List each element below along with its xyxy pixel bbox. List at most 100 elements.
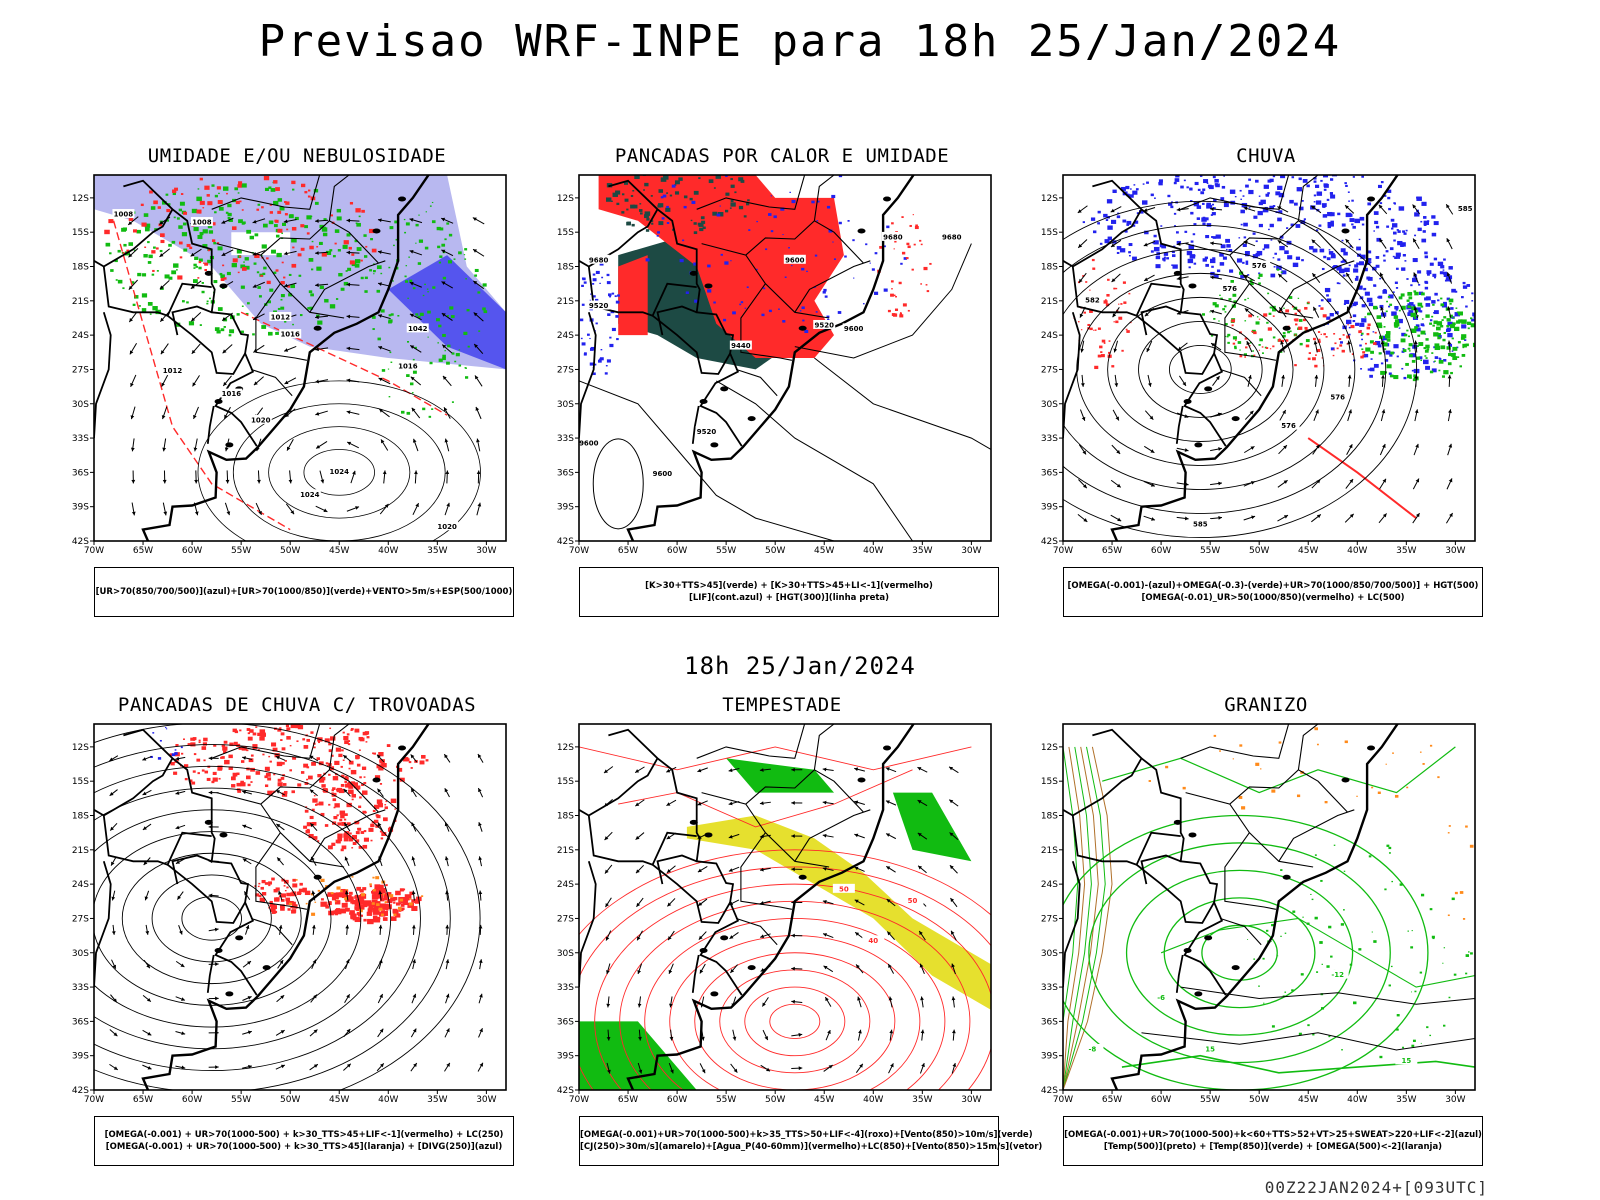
stream-arrow-head bbox=[214, 927, 219, 932]
legend-line: [OMEGA(-0.001)+UR>70(1000-500)+k>35_TTS>… bbox=[580, 1130, 1033, 1140]
omega-blue-speck bbox=[1204, 217, 1209, 221]
wind-vector-head bbox=[698, 935, 703, 940]
humidity-low-speck bbox=[227, 216, 231, 220]
omega-blue-speck bbox=[1082, 221, 1086, 224]
humidity-low-speck bbox=[299, 314, 303, 317]
omega-blue-speck bbox=[1277, 258, 1281, 261]
stream-arrow-head bbox=[110, 826, 115, 831]
temp850-speck bbox=[1328, 1035, 1331, 1038]
lagoon-mark bbox=[1282, 325, 1291, 331]
omega-blue-speck bbox=[1423, 220, 1430, 225]
stream-arrow-head bbox=[113, 998, 117, 1003]
humidity-low-speck bbox=[415, 223, 419, 227]
omega-blue-speck bbox=[1391, 223, 1398, 228]
storm-red-speck bbox=[281, 878, 285, 882]
humidity-low-speck bbox=[117, 279, 123, 284]
country-border bbox=[123, 179, 258, 447]
stream-arrow-head bbox=[144, 896, 149, 901]
humidity-low-speck bbox=[150, 206, 156, 210]
contour-label-bg bbox=[249, 414, 272, 424]
lagoon-mark bbox=[1173, 819, 1182, 825]
omega-blue-speck bbox=[1448, 343, 1453, 347]
omega-blue-speck bbox=[1464, 339, 1467, 341]
wind-vector-head bbox=[666, 869, 671, 873]
storm-red-speck bbox=[262, 733, 267, 737]
storm-red-speck bbox=[271, 910, 276, 914]
omega-green-speck bbox=[1400, 338, 1406, 343]
rain-red-speck bbox=[1128, 292, 1131, 295]
instability-speck bbox=[643, 189, 645, 191]
humidity-low-speck bbox=[105, 242, 111, 247]
lif-speck bbox=[661, 217, 665, 220]
humidity-low-speck bbox=[141, 293, 148, 298]
omega-blue-speck bbox=[1402, 230, 1406, 233]
storm-red-speck bbox=[305, 829, 310, 834]
storm-orange-speck bbox=[344, 897, 349, 901]
state-border bbox=[260, 220, 379, 264]
storm-red-speck bbox=[280, 776, 285, 780]
lagoon-mark bbox=[720, 935, 729, 941]
omega-blue-speck bbox=[1201, 217, 1207, 222]
omega-blue-speck bbox=[1395, 308, 1398, 311]
storm-red-speck bbox=[339, 818, 343, 822]
humidity-low-speck bbox=[240, 285, 245, 289]
wind-vector-head bbox=[130, 447, 135, 452]
omega-blue-speck bbox=[1315, 184, 1320, 188]
humidity-low-speck bbox=[393, 244, 395, 247]
rain-red-speck bbox=[1091, 258, 1095, 262]
omega-blue-speck bbox=[1225, 238, 1231, 243]
omega-blue-speck bbox=[1363, 353, 1369, 358]
temp850-speck bbox=[1312, 1033, 1315, 1036]
wind-vector-head bbox=[951, 996, 956, 1001]
storm-red-speck bbox=[321, 898, 324, 901]
thickness-speck bbox=[349, 260, 355, 265]
omega-blue-speck bbox=[1277, 217, 1282, 222]
omega-blue-speck bbox=[1393, 202, 1396, 205]
humidity-low-speck bbox=[276, 252, 282, 258]
omega-green-speck bbox=[1384, 348, 1387, 350]
omega-blue-speck bbox=[1306, 184, 1310, 188]
storm-red-speck bbox=[377, 891, 381, 894]
omega-blue-speck bbox=[1188, 266, 1191, 269]
stream-arrow-head bbox=[278, 924, 283, 929]
map-frame bbox=[578, 174, 992, 542]
rain-red-speck bbox=[1121, 349, 1124, 352]
omega-blue-speck bbox=[1090, 217, 1096, 221]
omega-green-speck bbox=[1224, 311, 1227, 313]
stream-arrow-head bbox=[313, 1064, 318, 1068]
humidity-low-speck bbox=[298, 274, 302, 277]
thickness-speck bbox=[330, 214, 334, 217]
humidity-low-speck bbox=[346, 233, 351, 237]
omega-blue-speck bbox=[1150, 250, 1154, 253]
omega-blue-speck bbox=[1213, 198, 1217, 202]
stream-arrow-head bbox=[208, 756, 213, 761]
omega-blue-speck bbox=[1388, 305, 1391, 308]
omega-blue-speck bbox=[1422, 230, 1426, 233]
wind-vector-head bbox=[258, 510, 262, 515]
lif-speck bbox=[732, 311, 736, 315]
instability-speck bbox=[890, 293, 894, 297]
contour-label: 1024 bbox=[329, 468, 349, 476]
humidity-low-speck bbox=[451, 352, 455, 355]
humidity-low-speck bbox=[197, 235, 203, 239]
contour-label: -6 bbox=[1157, 994, 1165, 1002]
omega-green-speck bbox=[1406, 329, 1409, 332]
omega-blue-speck bbox=[1302, 179, 1308, 183]
lon-tick-label: 60W bbox=[1151, 546, 1171, 556]
storm-red-speck bbox=[402, 757, 409, 762]
country-border bbox=[1063, 312, 1081, 439]
lif-speck bbox=[823, 288, 827, 292]
temp850-speck bbox=[1431, 935, 1435, 939]
omega-green-speck bbox=[1410, 328, 1417, 333]
omega-green-speck bbox=[1287, 330, 1291, 334]
wind-vector-head bbox=[1249, 410, 1254, 415]
omega-blue-speck bbox=[1414, 234, 1417, 237]
rain-red-speck bbox=[1325, 335, 1328, 338]
lif-speck bbox=[755, 268, 758, 271]
wind-vector-head bbox=[637, 970, 641, 974]
wind-vector-head bbox=[192, 382, 197, 387]
omega-blue-speck bbox=[1343, 303, 1346, 305]
wind-vector-head bbox=[1246, 341, 1251, 346]
rain-red-speck bbox=[1097, 327, 1101, 330]
state-border bbox=[250, 368, 293, 397]
